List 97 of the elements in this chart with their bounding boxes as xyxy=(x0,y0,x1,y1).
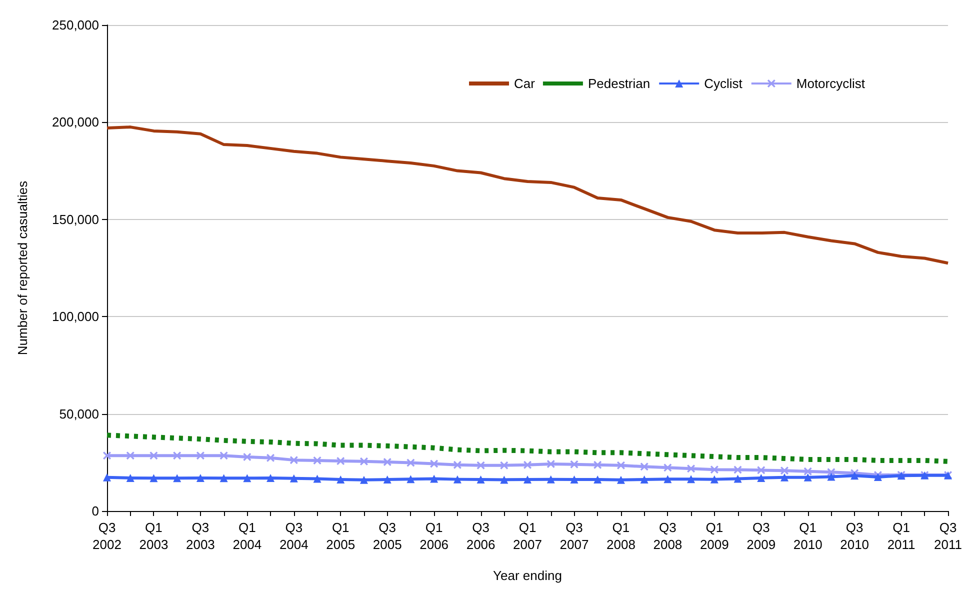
point xyxy=(196,474,204,482)
point xyxy=(664,464,672,472)
point xyxy=(336,457,345,466)
point xyxy=(570,460,578,468)
x-tick-label: Q1 2003 xyxy=(139,520,168,552)
point xyxy=(243,452,252,461)
point xyxy=(383,476,392,484)
point xyxy=(196,452,204,460)
point xyxy=(594,476,602,484)
x-tick-label: Q1 2006 xyxy=(420,520,449,552)
point xyxy=(126,474,134,482)
point xyxy=(430,474,438,483)
point xyxy=(710,475,718,484)
point xyxy=(406,458,415,467)
point xyxy=(290,474,298,482)
y-tick-label: 100,000 xyxy=(52,309,99,324)
x-tick-label: Q1 2004 xyxy=(232,520,262,552)
x-tick-label: Q1 2008 xyxy=(606,520,636,552)
x-tick-label: Q1 2007 xyxy=(513,520,542,552)
point xyxy=(103,452,111,460)
point xyxy=(804,467,812,476)
point xyxy=(546,460,555,468)
legend-label: Car xyxy=(514,76,536,91)
point xyxy=(290,456,298,464)
point xyxy=(430,460,438,468)
point xyxy=(664,475,672,484)
point xyxy=(453,460,462,469)
x-tick-label: Q3 2003 xyxy=(186,520,215,552)
point xyxy=(313,456,322,464)
x-tick-label: Q3 2005 xyxy=(372,520,402,552)
point xyxy=(804,473,812,482)
point xyxy=(640,462,648,471)
x-axis-title: Year ending xyxy=(493,568,562,583)
point xyxy=(570,476,578,484)
point xyxy=(266,454,275,462)
point xyxy=(780,466,788,475)
point xyxy=(103,473,111,482)
point xyxy=(150,474,158,482)
point xyxy=(524,460,532,469)
y-tick-label: 200,000 xyxy=(52,114,99,130)
x-tick-label: Q3 2008 xyxy=(653,520,682,552)
point xyxy=(336,476,345,484)
point xyxy=(220,474,228,482)
point xyxy=(313,474,322,483)
point xyxy=(524,476,532,484)
point xyxy=(173,452,182,460)
x-tick-label: Q3 2004 xyxy=(279,520,308,552)
point xyxy=(406,475,415,484)
point xyxy=(616,461,625,470)
point xyxy=(360,476,368,484)
y-tick-label: 50,000 xyxy=(59,406,99,422)
legend-label: Cyclist xyxy=(704,76,743,91)
x-tick-label: Q3 2006 xyxy=(466,520,496,552)
line-series xyxy=(106,126,950,265)
point xyxy=(220,452,228,460)
legend-label: Motorcyclist xyxy=(796,76,866,91)
point xyxy=(500,476,508,484)
point xyxy=(546,475,555,484)
point xyxy=(827,472,836,481)
y-tick-label: 250,000 xyxy=(52,18,99,32)
point xyxy=(757,466,766,474)
x-tick-label: Q3 2007 xyxy=(560,520,589,552)
point xyxy=(243,474,252,482)
x-tick-label: Q1 2005 xyxy=(326,520,356,552)
point xyxy=(710,466,718,474)
x-tick-label: Q3 2009 xyxy=(746,520,776,552)
point xyxy=(360,457,368,466)
y-axis-title: Number of reported casualties xyxy=(15,180,30,356)
point xyxy=(453,475,462,484)
x-tick-label: Q3 2011 xyxy=(934,520,962,552)
point xyxy=(383,458,392,466)
y-tick-label: 150,000 xyxy=(52,212,99,227)
x-tick-label: Q1 2009 xyxy=(700,520,729,552)
point xyxy=(476,476,485,484)
x-tick-label: Q1 2011 xyxy=(887,520,916,552)
x-tick-label: Q3 2002 xyxy=(92,520,122,552)
point xyxy=(780,473,788,482)
point xyxy=(173,474,182,482)
point xyxy=(500,461,508,470)
point xyxy=(594,460,602,469)
point xyxy=(827,468,836,476)
y-tick-label: 0 xyxy=(92,504,99,518)
point xyxy=(266,474,275,482)
point xyxy=(734,466,742,474)
point xyxy=(734,474,742,483)
point xyxy=(616,476,625,484)
x-tick-label: Q3 2010 xyxy=(840,520,870,552)
point xyxy=(476,461,485,470)
legend-label: Pedestrian xyxy=(588,76,650,91)
x-tick-label: Q1 2010 xyxy=(793,520,822,552)
point xyxy=(757,474,766,482)
point xyxy=(126,452,134,460)
point xyxy=(850,472,859,480)
point xyxy=(687,464,696,473)
point xyxy=(687,475,696,484)
point xyxy=(150,452,158,460)
point xyxy=(640,476,648,484)
